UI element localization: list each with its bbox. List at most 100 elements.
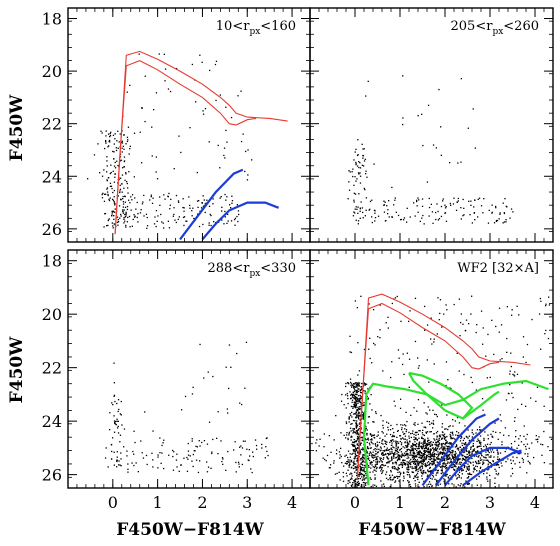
star-point bbox=[379, 437, 381, 439]
star-point bbox=[365, 170, 367, 172]
star-point bbox=[439, 443, 441, 445]
star-point bbox=[355, 400, 358, 402]
star-point bbox=[355, 463, 357, 465]
star-point bbox=[413, 436, 415, 438]
star-point bbox=[382, 454, 384, 457]
star-point bbox=[115, 420, 117, 423]
star-point bbox=[491, 319, 493, 321]
star-point bbox=[547, 337, 550, 340]
star-point bbox=[428, 470, 431, 472]
star-point bbox=[431, 343, 433, 345]
star-point bbox=[349, 427, 352, 429]
star-point bbox=[410, 452, 412, 454]
star-point bbox=[461, 448, 463, 450]
star-point bbox=[395, 441, 397, 443]
star-point bbox=[189, 455, 191, 457]
star-point bbox=[427, 451, 429, 453]
star-point bbox=[368, 457, 370, 459]
star-point bbox=[252, 455, 254, 458]
star-point bbox=[486, 476, 488, 478]
star-point bbox=[406, 457, 408, 459]
star-point bbox=[459, 485, 461, 487]
star-point bbox=[374, 212, 376, 214]
star-point bbox=[473, 440, 475, 442]
star-point bbox=[407, 442, 409, 444]
star-point bbox=[431, 211, 434, 213]
star-point bbox=[116, 160, 118, 162]
star-point bbox=[365, 477, 367, 479]
panel-label: 288<rpx<330 bbox=[208, 261, 296, 279]
star-point bbox=[421, 459, 423, 461]
star-point bbox=[460, 437, 462, 440]
star-point bbox=[430, 470, 432, 472]
star-point bbox=[446, 309, 448, 311]
star-point bbox=[477, 198, 479, 200]
star-point bbox=[208, 421, 211, 423]
star-point bbox=[446, 473, 448, 476]
star-point bbox=[355, 423, 358, 425]
star-point bbox=[111, 215, 113, 217]
star-point bbox=[351, 443, 353, 445]
star-point bbox=[437, 440, 439, 443]
star-point bbox=[509, 384, 511, 386]
star-point bbox=[365, 209, 367, 211]
star-point bbox=[354, 401, 356, 403]
star-point bbox=[385, 443, 388, 446]
star-point bbox=[355, 403, 358, 405]
star-point bbox=[340, 447, 342, 449]
star-point bbox=[350, 381, 352, 384]
star-point bbox=[423, 454, 425, 457]
star-point bbox=[163, 194, 165, 196]
star-point bbox=[458, 298, 460, 300]
star-point bbox=[223, 154, 225, 157]
star-point bbox=[357, 482, 359, 485]
star-point bbox=[348, 464, 350, 466]
star-point bbox=[356, 414, 358, 417]
star-point bbox=[336, 449, 338, 451]
star-point bbox=[363, 467, 365, 469]
star-point bbox=[468, 473, 470, 475]
star-point bbox=[503, 221, 506, 223]
star-point bbox=[455, 455, 457, 458]
star-point bbox=[118, 464, 120, 466]
star-point bbox=[127, 139, 129, 141]
star-point bbox=[498, 458, 501, 460]
star-point bbox=[237, 210, 240, 212]
star-point bbox=[360, 469, 362, 471]
star-point bbox=[429, 466, 431, 469]
star-point bbox=[358, 398, 360, 400]
star-point bbox=[429, 462, 431, 464]
star-point bbox=[462, 457, 465, 460]
star-point bbox=[436, 333, 438, 335]
star-point bbox=[364, 483, 366, 485]
star-point bbox=[367, 80, 369, 82]
star-point bbox=[191, 63, 193, 66]
star-point bbox=[428, 215, 430, 217]
star-point bbox=[131, 194, 134, 196]
star-point bbox=[472, 461, 474, 463]
star-point bbox=[248, 449, 250, 451]
star-point bbox=[480, 310, 483, 312]
star-point bbox=[427, 448, 429, 451]
star-point bbox=[124, 206, 127, 208]
star-point bbox=[539, 297, 541, 300]
star-point bbox=[435, 218, 437, 221]
star-point bbox=[472, 433, 475, 435]
star-point bbox=[509, 217, 511, 219]
star-point bbox=[371, 216, 373, 218]
star-point bbox=[111, 187, 113, 190]
star-point bbox=[394, 405, 396, 407]
star-point bbox=[391, 442, 393, 444]
star-point bbox=[391, 361, 393, 363]
star-point bbox=[422, 473, 424, 475]
star-point bbox=[358, 166, 360, 169]
star-point bbox=[127, 187, 129, 189]
star-point bbox=[383, 204, 385, 206]
star-point bbox=[422, 448, 424, 450]
star-point bbox=[351, 384, 354, 387]
star-point bbox=[398, 454, 400, 456]
star-point bbox=[517, 452, 519, 455]
star-point bbox=[462, 454, 464, 457]
star-point bbox=[357, 382, 360, 384]
star-point bbox=[426, 456, 428, 458]
